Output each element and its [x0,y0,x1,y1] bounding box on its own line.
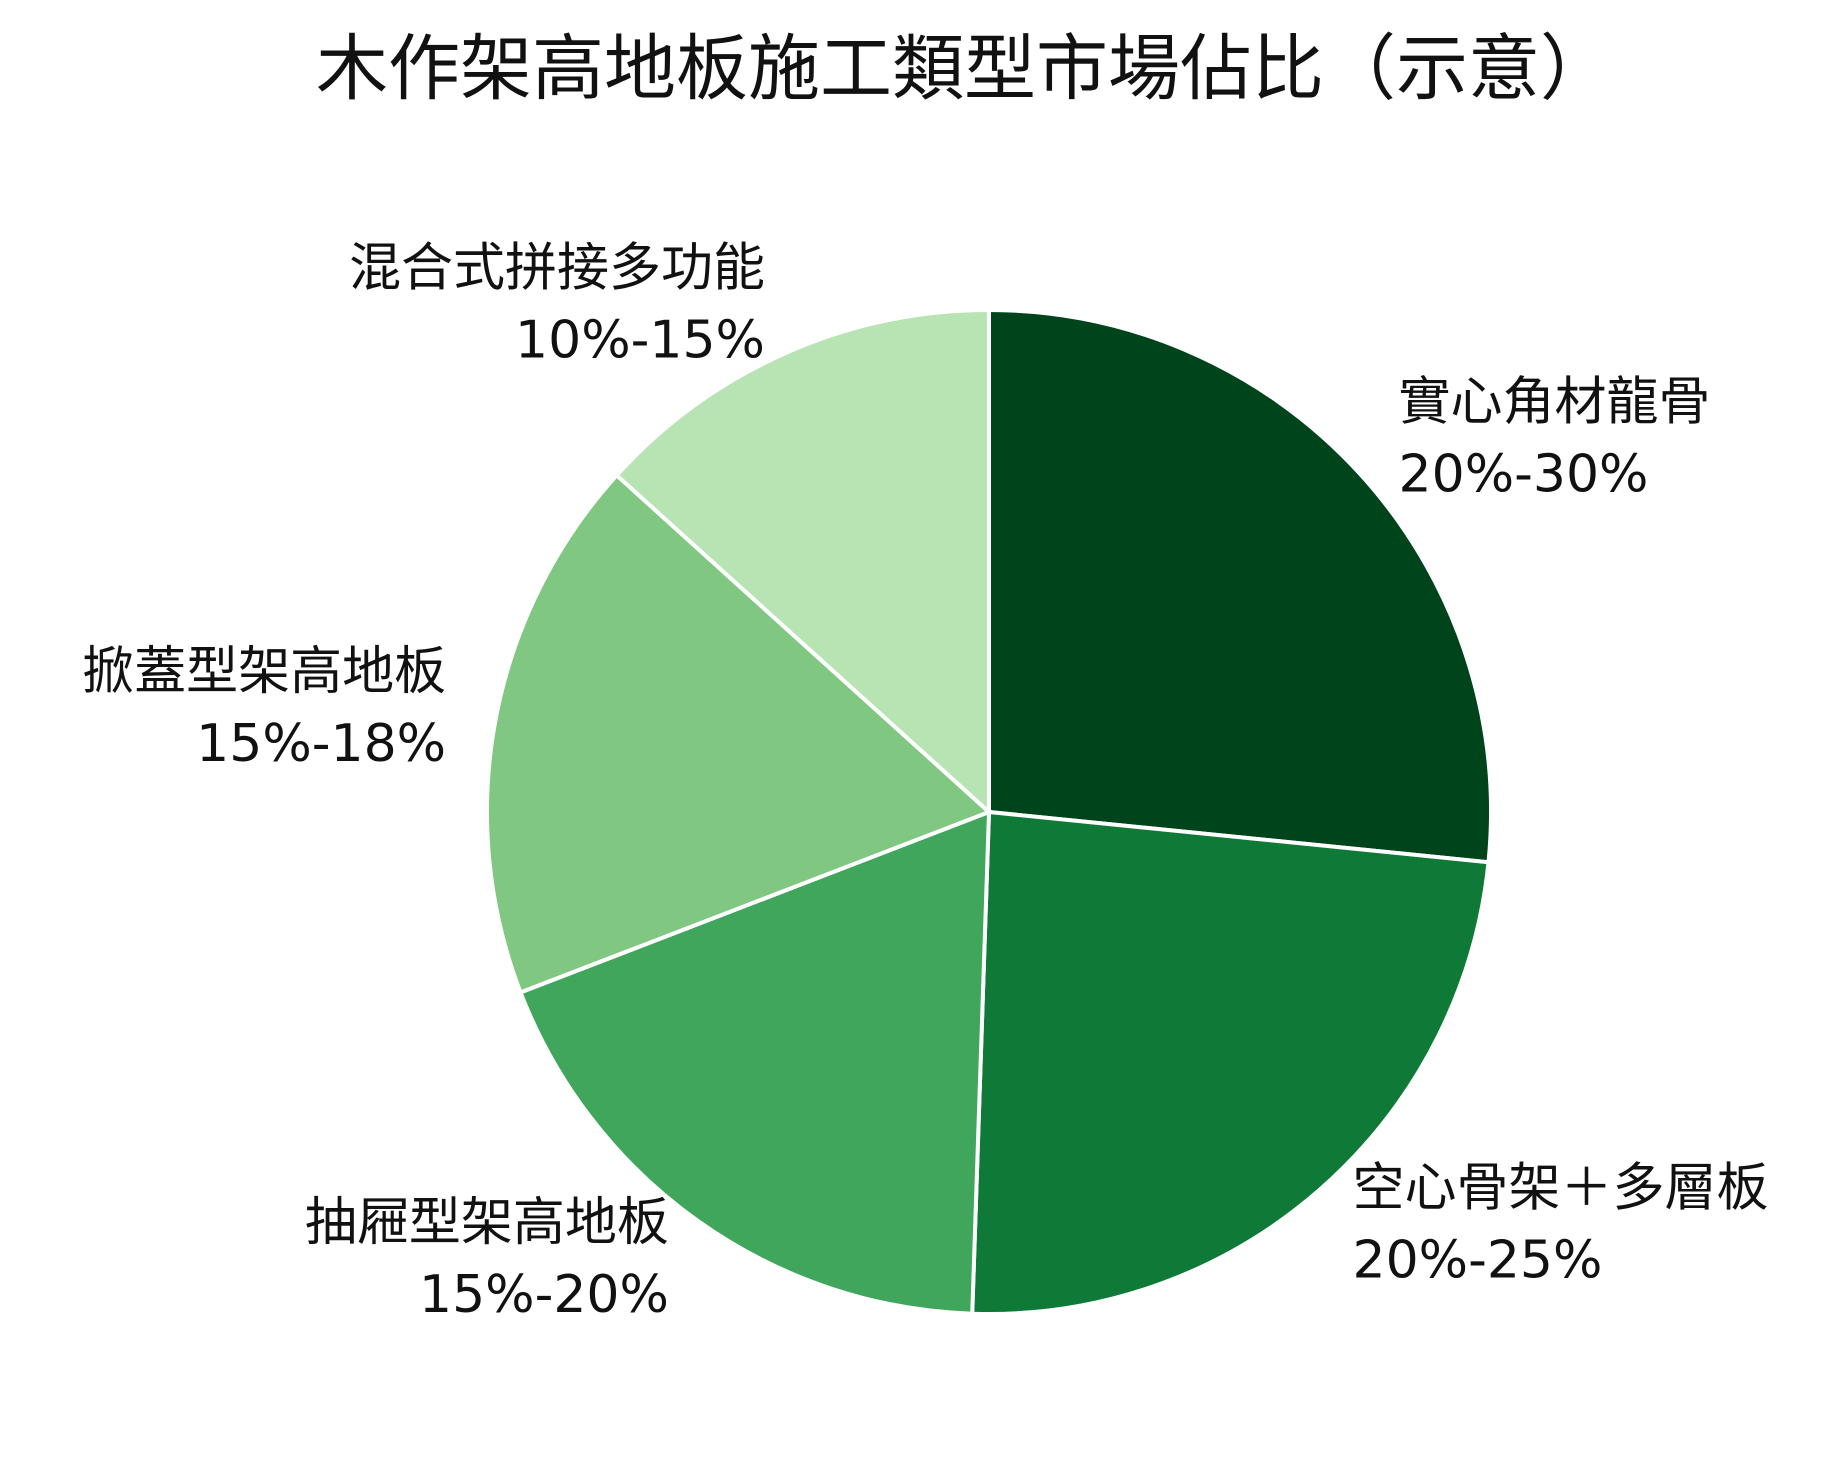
slice-value-label: 10%-15% [515,310,765,370]
slice-value-label: 15%-18% [196,714,446,774]
slice-label: 抽屜型架高地板 [305,1193,669,1253]
slice-value-label: 20%-25% [1353,1231,1603,1291]
slice-value-label: 15%-20% [419,1265,669,1325]
pie-slice [485,472,993,996]
pie-slice [970,809,1491,1316]
slice-value-label: 20%-30% [1399,445,1649,505]
slice-label: 混合式拼接多功能 [349,238,765,298]
slice-label: 空心骨架＋多層板 [1353,1159,1769,1219]
pie-slice [517,809,992,1316]
slice-label: 掀蓋型架高地板 [82,642,446,702]
slice-label: 實心角材龍骨 [1399,373,1711,433]
chart-title: 木作架高地板施工類型市場佔比（示意） [316,27,1612,111]
pie-slice [987,307,1493,865]
pie-slice [613,307,991,817]
